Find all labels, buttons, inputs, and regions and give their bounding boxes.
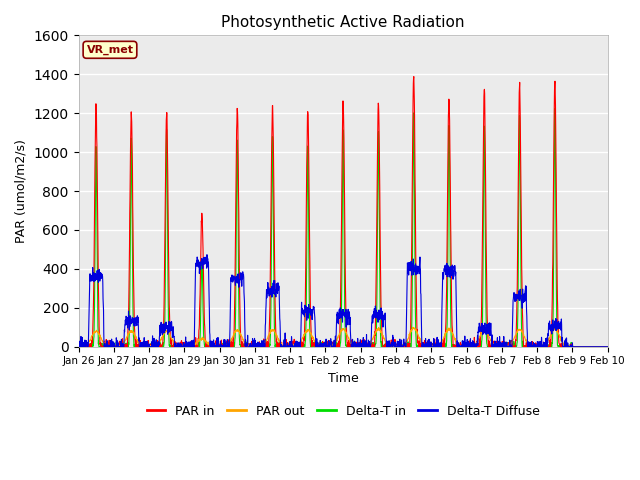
PAR in — [557, 342, 565, 348]
Delta-T Diffuse — [572, 344, 580, 349]
Line: PAR out: PAR out — [79, 327, 608, 347]
PAR in — [358, 341, 366, 347]
PAR in — [75, 342, 83, 348]
Delta-T Diffuse — [497, 344, 505, 349]
PAR out — [358, 343, 366, 349]
PAR out — [557, 338, 565, 344]
Text: VR_met: VR_met — [86, 45, 134, 55]
Delta-T Diffuse — [358, 343, 366, 348]
Delta-T Diffuse — [557, 327, 565, 333]
Delta-T Diffuse — [604, 344, 612, 349]
Delta-T Diffuse — [223, 344, 230, 349]
PAR in — [497, 344, 505, 349]
Line: Delta-T in: Delta-T in — [79, 108, 608, 347]
Title: Photosynthetic Active Radiation: Photosynthetic Active Radiation — [221, 15, 465, 30]
Delta-T Diffuse — [203, 252, 211, 258]
PAR out — [222, 343, 230, 348]
Delta-T in — [557, 344, 565, 349]
Delta-T in — [551, 106, 559, 111]
Y-axis label: PAR (umol/m2/s): PAR (umol/m2/s) — [15, 139, 28, 243]
Delta-T in — [572, 344, 580, 349]
PAR out — [370, 335, 378, 340]
Line: Delta-T Diffuse: Delta-T Diffuse — [79, 255, 608, 347]
Delta-T in — [358, 340, 366, 346]
PAR out — [572, 344, 580, 349]
PAR out — [409, 324, 417, 330]
Legend: PAR in, PAR out, Delta-T in, Delta-T Diffuse: PAR in, PAR out, Delta-T in, Delta-T Dif… — [141, 400, 545, 423]
PAR out — [75, 344, 83, 349]
Delta-T in — [75, 344, 83, 349]
PAR out — [604, 344, 612, 349]
Delta-T in — [222, 344, 230, 349]
PAR in — [75, 344, 83, 349]
Line: PAR in: PAR in — [79, 77, 608, 347]
Delta-T in — [370, 344, 378, 349]
PAR in — [604, 344, 612, 349]
Delta-T in — [497, 344, 504, 349]
PAR in — [410, 74, 418, 80]
PAR in — [572, 344, 580, 349]
PAR in — [223, 340, 230, 346]
Delta-T Diffuse — [75, 344, 83, 349]
PAR in — [370, 342, 378, 348]
Delta-T in — [604, 344, 612, 349]
Delta-T Diffuse — [370, 309, 378, 315]
X-axis label: Time: Time — [328, 372, 358, 385]
PAR out — [497, 344, 505, 349]
